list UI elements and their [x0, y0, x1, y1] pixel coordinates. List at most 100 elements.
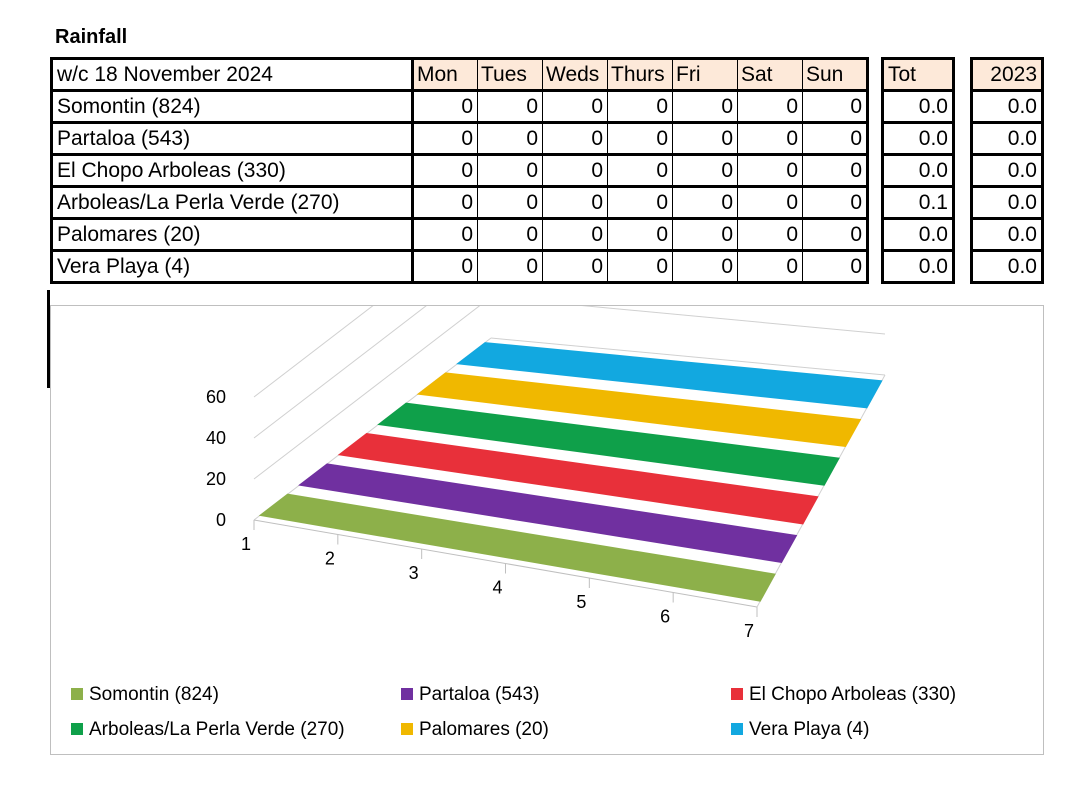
series-area: [377, 402, 840, 486]
y-tick-label: 0: [216, 510, 226, 530]
year-row: 0.0: [970, 153, 1044, 188]
series-area: [456, 342, 883, 409]
year-value: 0.0: [970, 185, 1044, 220]
gridline: [253, 306, 427, 439]
day-header: Fri: [672, 57, 738, 92]
day-value: 0: [607, 217, 673, 252]
total-value: 0.1: [881, 185, 955, 220]
legend-label: Arboleas/La Perla Verde (270): [89, 719, 345, 740]
rainfall-chart: 1 2 3 4 5 6 7 0 20 40 60 Somontin (824) Partaloa (5…: [50, 305, 1044, 755]
day-value: 0: [802, 249, 869, 284]
table-header-row: w/c 18 November 2024 Mon Tues Weds Thurs…: [50, 57, 869, 92]
legend-item: Partaloa (543): [401, 684, 539, 706]
day-value: 0: [412, 217, 478, 252]
day-value: 0: [412, 89, 478, 124]
year-header: 2023: [970, 57, 1044, 92]
series-area: [298, 463, 798, 564]
legend-item: Vera Playa (4): [731, 719, 869, 741]
x-tick-label: 5: [576, 592, 586, 612]
legend-swatch: [401, 723, 413, 735]
legend-item: El Chopo Arboleas (330): [731, 684, 956, 706]
legend-swatch: [71, 723, 83, 735]
day-value: 0: [542, 89, 608, 124]
day-value: 0: [672, 217, 738, 252]
site-name: Palomares (20): [50, 217, 414, 252]
year-value: 0.0: [970, 153, 1044, 188]
axis-line: [756, 374, 886, 608]
total-row: 0.1: [881, 185, 955, 220]
legend-label: Vera Playa (4): [749, 719, 870, 740]
legend-label: Palomares (20): [419, 719, 549, 740]
year-value: 0.0: [970, 89, 1044, 124]
legend-label: Partaloa (543): [419, 684, 540, 705]
table-row: Partaloa (543) 0 0 0 0 0 0 0: [50, 121, 869, 156]
year-table: 2023 0.0 0.0 0.0 0.0 0.0 0.0: [970, 57, 1044, 284]
day-value: 0: [737, 249, 803, 284]
day-value: 0: [737, 89, 803, 124]
total-row: 0.0: [881, 121, 955, 156]
table-border-line: [47, 290, 50, 388]
legend-swatch: [731, 688, 743, 700]
year-value: 0.0: [970, 217, 1044, 252]
legend-item: Palomares (20): [401, 719, 549, 741]
x-tick-label: 6: [660, 607, 670, 627]
day-value: 0: [542, 249, 608, 284]
day-value: 0: [542, 185, 608, 220]
day-value: 0: [412, 185, 478, 220]
gridline: [253, 337, 492, 521]
site-name: El Chopo Arboleas (330): [50, 153, 414, 188]
day-value: 0: [607, 121, 673, 156]
day-value: 0: [737, 217, 803, 252]
day-value: 0: [542, 153, 608, 188]
total-value: 0.0: [881, 217, 955, 252]
day-value: 0: [412, 249, 478, 284]
y-tick-label: 40: [206, 428, 226, 448]
site-name: Vera Playa (4): [50, 249, 414, 284]
x-tick-label: 7: [744, 621, 754, 641]
total-value: 0.0: [881, 89, 955, 124]
table-row: Arboleas/La Perla Verde (270) 0 0 0 0 0 0 0: [50, 185, 869, 220]
table-row: Palomares (20) 0 0 0 0 0 0 0: [50, 217, 869, 252]
day-value: 0: [737, 121, 803, 156]
day-header: Tues: [477, 57, 543, 92]
total-row: 0.0: [881, 217, 955, 252]
day-value: 0: [607, 153, 673, 188]
day-value: 0: [542, 121, 608, 156]
year-row: 0.0: [970, 89, 1044, 124]
day-value: 0: [737, 185, 803, 220]
y-tick-label: 60: [206, 387, 226, 407]
day-value: 0: [477, 217, 543, 252]
day-value: 0: [477, 249, 543, 284]
day-value: 0: [477, 153, 543, 188]
series-area: [258, 493, 776, 602]
day-value: 0: [477, 89, 543, 124]
site-name: Partaloa (543): [50, 121, 414, 156]
total-row: 0.0: [881, 249, 955, 284]
y-tick-label: 20: [206, 469, 226, 489]
rainfall-table: w/c 18 November 2024 Mon Tues Weds Thurs…: [50, 57, 869, 284]
x-tick-label: 1: [241, 534, 251, 554]
day-value: 0: [672, 121, 738, 156]
year-header-row: 2023: [970, 57, 1044, 92]
legend-swatch: [401, 688, 413, 700]
legend-label: El Chopo Arboleas (330): [749, 684, 957, 705]
day-value: 0: [477, 185, 543, 220]
day-value: 0: [672, 249, 738, 284]
day-value: 0: [672, 185, 738, 220]
day-value: 0: [802, 89, 869, 124]
series-area: [337, 432, 819, 525]
day-value: 0: [802, 185, 869, 220]
total-value: 0.0: [881, 249, 955, 284]
total-value: 0.0: [881, 153, 955, 188]
week-label: w/c 18 November 2024: [50, 57, 414, 92]
gridline: [581, 306, 886, 335]
day-value: 0: [802, 153, 869, 188]
total-table: Tot 0.0 0.0 0.0 0.1 0.0 0.0: [881, 57, 955, 284]
x-tick-label: 3: [409, 563, 419, 583]
gridline: [253, 306, 481, 480]
day-value: 0: [607, 185, 673, 220]
day-value: 0: [802, 121, 869, 156]
day-value: 0: [672, 153, 738, 188]
x-tick-label: 4: [492, 578, 502, 598]
series-area: [416, 372, 862, 448]
